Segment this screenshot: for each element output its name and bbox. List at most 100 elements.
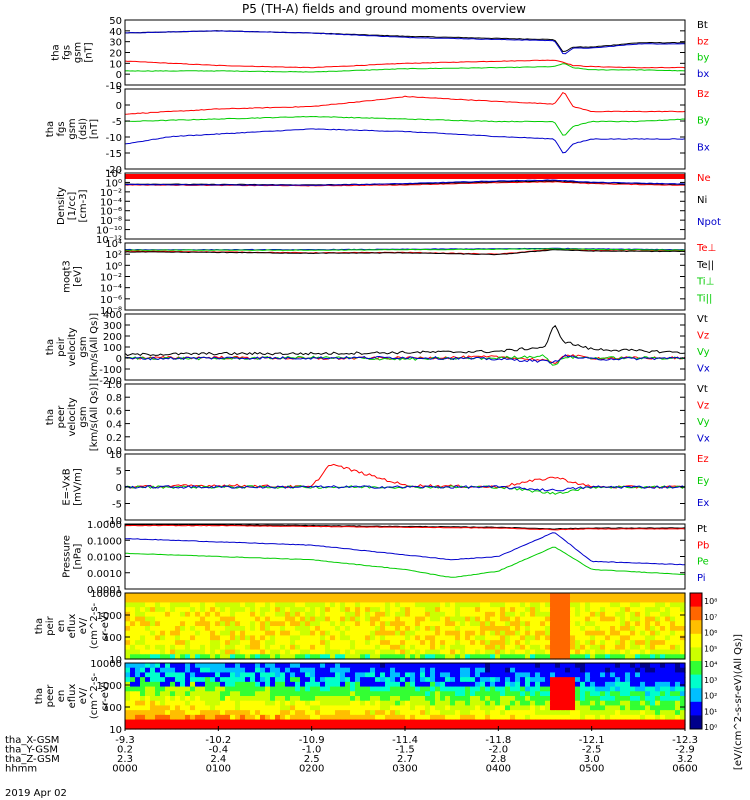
spectrogram-cell	[355, 700, 361, 707]
spectrogram-cell	[490, 626, 496, 632]
spectrogram-cell	[315, 602, 321, 608]
spectrogram-cell	[515, 710, 521, 716]
spectrogram-cell	[600, 691, 606, 697]
spectrogram-cell	[620, 626, 626, 632]
spectrogram-cell	[630, 597, 636, 604]
spectrogram-cell	[360, 719, 366, 725]
spectrogram-cell	[175, 672, 181, 678]
spectrogram-cell	[250, 691, 256, 697]
spectrogram-cell	[225, 672, 231, 678]
spectrogram-cell	[465, 724, 471, 730]
spectrogram-cell	[585, 635, 591, 641]
spectrogram-cell	[680, 686, 686, 692]
spectrogram-cell	[675, 663, 681, 669]
spectrogram-cell	[575, 602, 581, 608]
spectrogram-cell	[645, 593, 651, 599]
spectrogram-cell	[675, 719, 681, 725]
spectrogram-cell	[545, 640, 551, 646]
spectrogram-cell	[125, 593, 131, 599]
spectrogram-cell	[585, 677, 591, 683]
spectrogram-cell	[250, 672, 256, 678]
spectrogram-cell	[320, 654, 326, 660]
spectrogram-cell	[655, 607, 661, 613]
series-line-Vx	[124, 354, 686, 364]
spectrogram-cell	[230, 630, 236, 637]
spectrogram-cell	[430, 672, 436, 678]
spectrogram-cell	[545, 724, 551, 730]
spectrogram-cell	[180, 621, 186, 627]
spectrogram-cell	[540, 686, 546, 692]
spectrogram-cell	[410, 696, 416, 702]
spectrogram-cell	[205, 602, 211, 608]
legend-entry: Te||	[696, 260, 714, 271]
spectrogram-cell	[220, 602, 226, 608]
spectrogram-cell	[210, 630, 216, 637]
spectrogram-cell	[605, 696, 611, 702]
spectrogram-cell	[245, 654, 251, 660]
spectrogram-cell	[170, 700, 176, 707]
spectrogram-cell	[475, 654, 481, 660]
spectrogram-cell	[480, 672, 486, 678]
spectrogram-cell	[415, 663, 421, 669]
spectrogram-cell	[430, 700, 436, 707]
spectrogram-cell	[390, 616, 396, 622]
spectrogram-cell	[195, 681, 201, 688]
spectrogram-cell	[455, 705, 461, 711]
spectrogram-cell	[220, 635, 226, 641]
spectrogram-cell	[385, 602, 391, 608]
spectrogram-cell	[435, 681, 441, 688]
spectrogram-cell	[370, 630, 376, 637]
spectrogram-cell	[545, 649, 551, 655]
panel-frame	[124, 383, 686, 451]
spectrogram-cell	[610, 672, 616, 678]
spectrogram-cell	[410, 616, 416, 622]
spectrogram-cell	[575, 616, 581, 622]
spectrogram-cell	[490, 640, 496, 646]
y-axis-label: gsm	[73, 42, 84, 63]
spectrogram-cell	[635, 644, 641, 651]
spectrogram-cell	[260, 714, 266, 721]
spectrogram-cell	[420, 710, 426, 716]
spectrogram-cell	[510, 640, 516, 646]
spectrogram-cell	[395, 719, 401, 725]
spectrogram-cell	[165, 635, 171, 641]
spectrogram-cell	[390, 700, 396, 707]
spectrogram-cell	[555, 649, 561, 655]
spectrogram-cell	[355, 710, 361, 716]
spectrogram-cell	[485, 714, 491, 721]
spectrogram-cell	[280, 607, 286, 613]
spectrogram-cell	[225, 681, 231, 688]
spectrogram-cell	[150, 686, 156, 692]
spectrogram-cell	[680, 640, 686, 646]
spectrogram-cell	[320, 719, 326, 725]
spectrogram-cell	[460, 640, 466, 646]
spectrogram-cell	[425, 611, 431, 618]
spectrogram-cell	[280, 686, 286, 692]
spectrogram-cell	[550, 696, 556, 702]
spectrogram-cell	[580, 681, 586, 688]
spectrogram-cell	[475, 696, 481, 702]
series-line-Pt	[124, 524, 686, 530]
spectrogram-cell	[490, 597, 496, 604]
spectrogram-cell	[170, 593, 176, 599]
spectrogram-cell	[585, 611, 591, 618]
spectrogram-cell	[385, 719, 391, 725]
spectrogram-cell	[185, 710, 191, 716]
spectrogram-cell	[540, 621, 546, 627]
spectrogram-cell	[635, 719, 641, 725]
spectrogram-cell	[595, 630, 601, 637]
spectrogram-cell	[215, 710, 221, 716]
spectrogram-cell	[125, 635, 131, 641]
colorbar-cell	[690, 633, 702, 648]
spectrogram-cell	[440, 681, 446, 688]
spectrogram-cell	[430, 607, 436, 613]
spectrogram-cell	[530, 705, 536, 711]
spectrogram-cell	[195, 696, 201, 702]
spectrogram-cell	[510, 602, 516, 608]
spectrogram-cell	[265, 654, 271, 660]
spectrogram-cell	[675, 691, 681, 697]
spectrogram-cell	[250, 644, 256, 651]
spectrogram-cell	[350, 691, 356, 697]
